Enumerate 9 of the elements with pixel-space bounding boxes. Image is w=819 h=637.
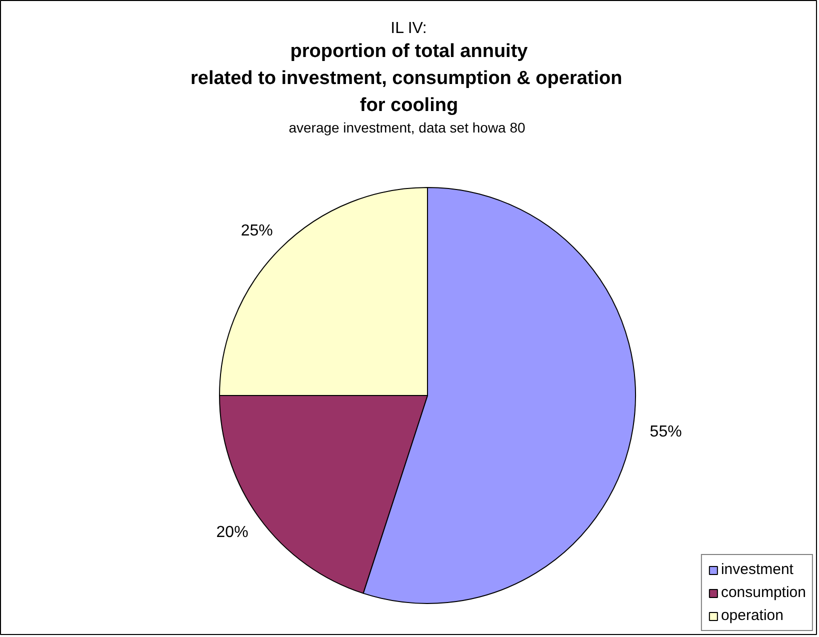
text: IL IV: [390, 20, 427, 37]
chart-subtitle: average investment, data set howa 80 [288, 120, 526, 136]
data-label: 25% [240, 222, 273, 240]
data-label: 20% [216, 524, 248, 541]
data-label: 55% [650, 423, 682, 440]
legend-label: operation [720, 607, 784, 624]
chart-title: proportion of total annuity related to investment, consumption & operation for cooling [190, 41, 622, 116]
legend-label: consumption [720, 584, 806, 601]
legend-label: investment [720, 561, 794, 578]
